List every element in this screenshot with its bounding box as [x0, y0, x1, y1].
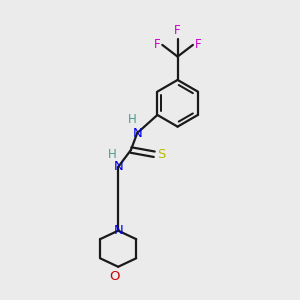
Text: S: S — [158, 148, 166, 161]
Text: F: F — [154, 38, 160, 51]
Text: N: N — [113, 160, 123, 173]
Text: H: H — [128, 112, 136, 126]
Text: O: O — [110, 270, 120, 283]
Text: F: F — [195, 38, 201, 51]
Text: H: H — [108, 148, 117, 161]
Text: N: N — [132, 127, 142, 140]
Text: N: N — [113, 224, 123, 237]
Text: F: F — [174, 25, 181, 38]
